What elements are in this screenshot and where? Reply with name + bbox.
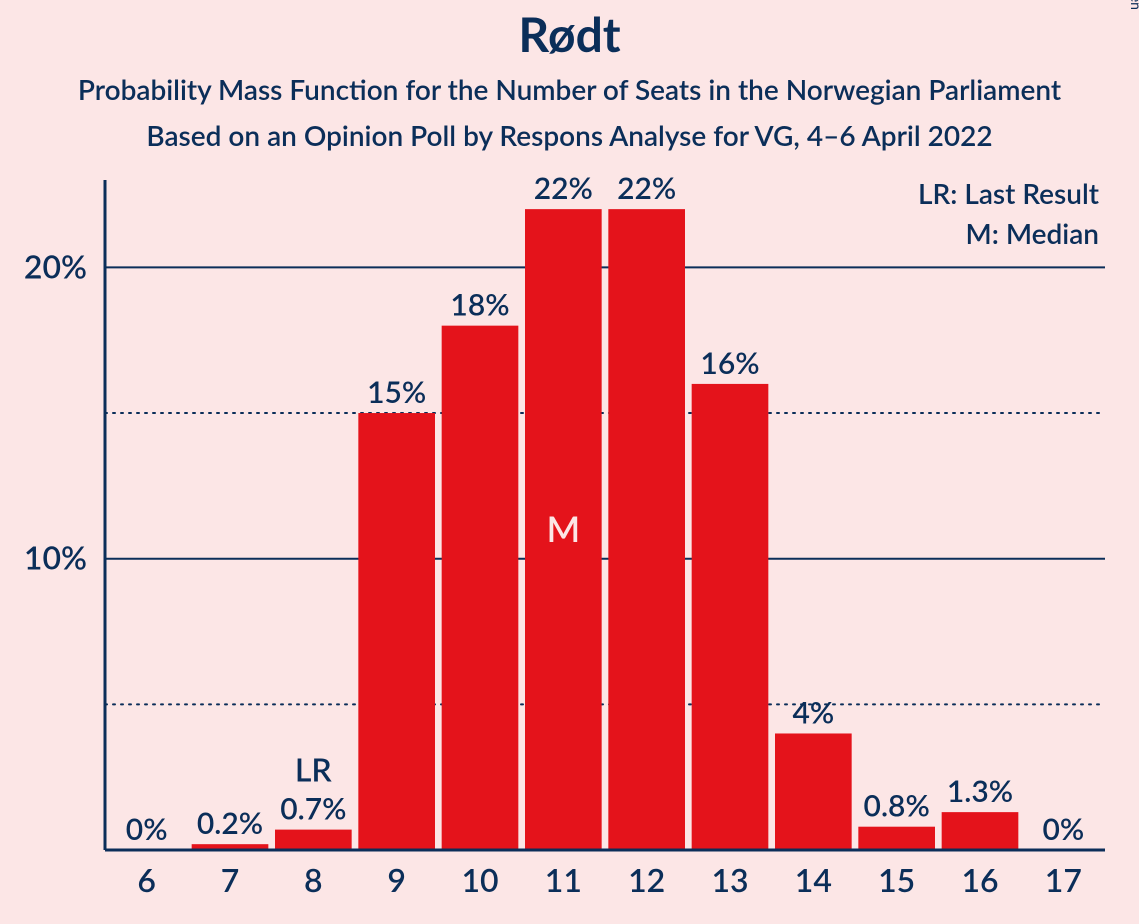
bar: [775, 733, 852, 850]
median-marker: M: [546, 506, 580, 550]
bar: [442, 326, 519, 850]
x-tick-label: 10: [461, 860, 498, 899]
legend-m: M: Median: [966, 216, 1100, 250]
bar: [692, 384, 769, 850]
bar: [358, 413, 435, 850]
x-tick-label: 7: [221, 860, 240, 899]
x-tick-label: 8: [304, 860, 323, 899]
bar: [275, 830, 352, 850]
bar-annotation-lr: LR: [295, 750, 333, 789]
x-tick-label: 6: [137, 860, 156, 899]
y-tick-label: 20%: [24, 246, 87, 285]
bar: [858, 827, 935, 850]
pmf-bar-chart: Rødt Probability Mass Function for the Nu…: [0, 0, 1139, 924]
bar-value-label: 0.2%: [197, 805, 263, 841]
x-tick-label: 9: [387, 860, 406, 899]
bar-value-label: 22%: [534, 170, 593, 206]
bar: [942, 812, 1019, 850]
copyright-text: © 2025 Filip van Laenen: [1128, 0, 1139, 10]
bar-value-label: 0%: [1042, 811, 1084, 847]
legend-lr: LR: Last Result: [918, 176, 1100, 210]
bar-value-label: 1.3%: [947, 773, 1013, 809]
bar-value-label: 4%: [792, 694, 834, 730]
x-tick-label: 12: [628, 860, 665, 899]
bar-value-label: 18%: [450, 287, 509, 323]
x-tick-label: 15: [878, 860, 915, 899]
bar-value-label: 0%: [126, 811, 168, 847]
x-tick-label: 17: [1045, 860, 1082, 899]
x-tick-label: 11: [545, 860, 582, 899]
chart-subtitle-2: Based on an Opinion Poll by Respons Anal…: [146, 118, 992, 152]
bar-value-label: 16%: [700, 345, 759, 381]
x-tick-label: 13: [711, 860, 748, 899]
y-tick-label: 10%: [24, 538, 87, 577]
chart-title: Rødt: [518, 6, 620, 63]
bar-value-label: 0.7%: [280, 791, 346, 827]
chart-subtitle-1: Probability Mass Function for the Number…: [78, 72, 1062, 106]
bar-value-label: 22%: [617, 170, 676, 206]
bar-value-label: 0.8%: [864, 788, 930, 824]
x-tick-label: 16: [961, 860, 998, 899]
bar: [608, 209, 685, 850]
x-tick-label: 14: [795, 860, 832, 899]
bar-value-label: 15%: [367, 374, 426, 410]
